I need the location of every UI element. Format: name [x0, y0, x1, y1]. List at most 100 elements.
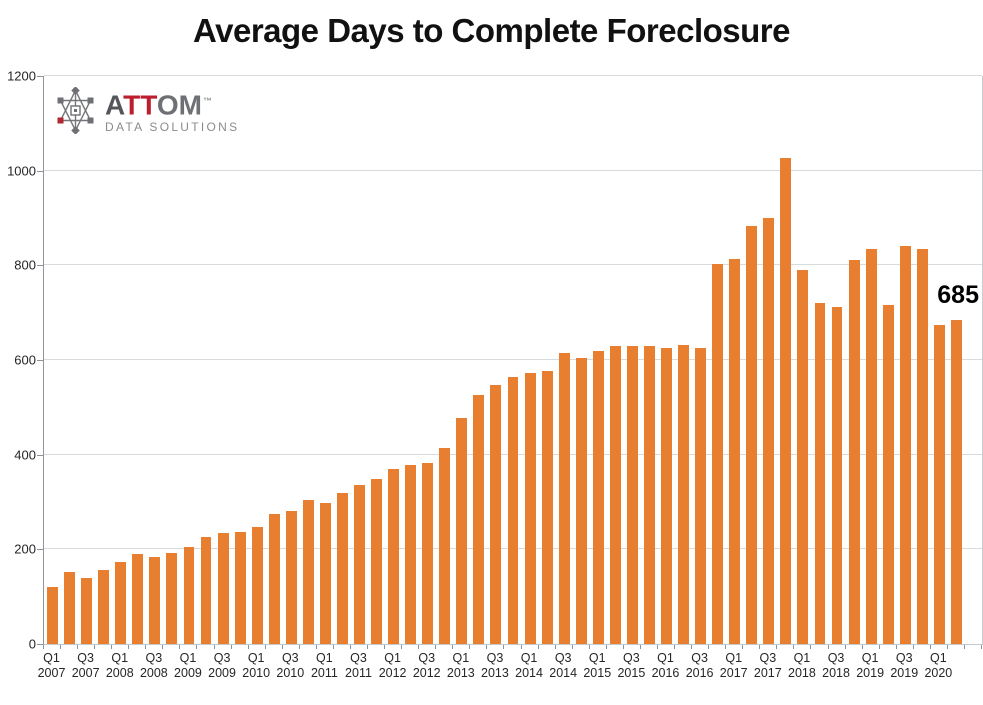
- x-axis-tick: [981, 645, 982, 649]
- x-axis-tick: [520, 645, 522, 649]
- x-axis-tick: [537, 645, 539, 649]
- x-axis-label-q1-2020: Q1 2020: [924, 651, 953, 680]
- x-axis-tick: [145, 645, 147, 649]
- attom-logo-subtitle: DATA SOLUTIONS: [105, 119, 240, 134]
- bar-q3-2016: [695, 348, 707, 644]
- x-axis-label-q3-2016: Q3 2016: [685, 651, 714, 680]
- bar-q1-2018: [797, 269, 809, 644]
- x-axis-label-q3-2011: Q3 2011: [345, 651, 372, 680]
- x-axis-tick: [588, 645, 590, 649]
- x-axis-label-q1-2017: Q1 2017: [719, 651, 748, 680]
- bar-q1-2009: [183, 546, 195, 644]
- y-axis-tick: [37, 644, 43, 645]
- x-axis-tick: [622, 645, 624, 649]
- x-axis-tick: [776, 645, 778, 649]
- x-axis-tick: [759, 645, 761, 649]
- bar-q2-2019: [882, 305, 894, 644]
- x-axis-tick: [554, 645, 556, 649]
- bar-q1-2014: [524, 373, 536, 644]
- x-axis-tick: [281, 645, 283, 649]
- x-axis-tick: [230, 645, 232, 649]
- bar-q1-2015: [592, 350, 604, 644]
- bar-q4-2014: [575, 358, 587, 644]
- x-axis-label-q3-2017: Q3 2017: [753, 651, 782, 680]
- y-axis-tick: [37, 76, 43, 77]
- plot-area: ATTOM™ DATA SOLUTIONS 685: [43, 75, 983, 645]
- x-axis-label-q1-2013: Q1 2013: [446, 651, 475, 680]
- x-axis-tick: [639, 645, 641, 649]
- x-axis-label-q1-2010: Q1 2010: [242, 651, 271, 680]
- attom-wordmark: ATTOM™: [105, 89, 212, 121]
- x-axis-tick: [315, 645, 317, 649]
- bar-q2-2017: [746, 226, 758, 644]
- y-axis-label-1000: 1000: [7, 163, 36, 179]
- x-axis-tick: [162, 645, 164, 649]
- x-axis-tick: [963, 645, 965, 649]
- x-axis-label-q3-2007: Q3 2007: [71, 651, 100, 680]
- x-axis-tick: [111, 645, 113, 649]
- x-axis-tick: [691, 645, 693, 649]
- x-axis-label-q1-2007: Q1 2007: [37, 651, 66, 680]
- x-axis-label-q3-2010: Q3 2010: [276, 651, 305, 680]
- x-axis-label-q3-2019: Q3 2019: [890, 651, 919, 680]
- x-axis-tick: [418, 645, 420, 649]
- y-axis-label-400: 400: [14, 447, 36, 463]
- bar-q1-2017: [729, 258, 741, 644]
- bar-q1-2010: [251, 526, 263, 644]
- y-axis-tick: [37, 549, 43, 551]
- x-axis-tick: [725, 645, 727, 649]
- x-axis-label-q1-2019: Q1 2019: [856, 651, 885, 680]
- bar-q1-2013: [456, 418, 468, 644]
- bar-q4-2007: [98, 569, 110, 644]
- x-axis-tick: [571, 645, 573, 649]
- y-axis-label-600: 600: [14, 352, 36, 368]
- bar-q2-2007: [64, 571, 76, 644]
- x-axis-tick: [60, 645, 62, 649]
- bar-q4-2013: [507, 377, 519, 644]
- bar-q3-2010: [285, 511, 297, 644]
- x-axis-tick: [43, 645, 44, 649]
- x-axis-label-q1-2009: Q1 2009: [174, 651, 202, 680]
- attom-atom-icon: [57, 87, 94, 134]
- bar-q4-2019: [916, 249, 928, 644]
- bar-q1-2011: [319, 502, 331, 644]
- x-axis-label-q3-2018: Q3 2018: [822, 651, 850, 680]
- bar-q3-2015: [626, 345, 638, 644]
- bar-q3-2014: [558, 352, 570, 644]
- bar-q4-2012: [439, 448, 451, 644]
- x-axis-tick: [349, 645, 351, 649]
- x-axis-tick: [861, 645, 863, 649]
- x-axis-tick: [247, 645, 249, 649]
- x-axis-tick: [401, 645, 403, 649]
- y-axis-tick: [37, 454, 43, 456]
- bar-q2-2016: [678, 345, 689, 644]
- x-axis-tick: [810, 645, 812, 649]
- y-axis-label-200: 200: [14, 541, 36, 557]
- x-axis-tick: [332, 645, 334, 649]
- bar-q3-2019: [899, 245, 911, 644]
- bar-q4-2017: [780, 157, 792, 644]
- gridline-1000: [44, 169, 982, 171]
- bar-q2-2010: [268, 513, 280, 644]
- x-axis-tick: [946, 645, 948, 649]
- x-axis-tick: [895, 645, 897, 649]
- bar-q2-2018: [814, 303, 826, 644]
- bar-q3-2018: [831, 306, 843, 644]
- x-axis-tick: [486, 645, 488, 649]
- x-axis-label-q3-2009: Q3 2009: [208, 651, 236, 680]
- bar-q3-2008: [149, 557, 161, 644]
- bar-q2-2011: [337, 493, 348, 644]
- attom-logo: ATTOM™ DATA SOLUTIONS: [55, 87, 239, 134]
- bar-q3-2017: [763, 218, 775, 644]
- bar-q1-2007: [47, 587, 58, 644]
- x-axis-label-q3-2013: Q3 2013: [481, 651, 509, 680]
- bar-q4-2008: [166, 553, 178, 644]
- y-axis-label-0: 0: [28, 636, 36, 652]
- x-axis-tick: [605, 645, 607, 649]
- x-axis-label-q1-2008: Q1 2008: [105, 651, 134, 680]
- x-axis-tick: [742, 645, 744, 649]
- y-axis-tick: [37, 170, 43, 172]
- x-axis-tick: [912, 645, 914, 649]
- x-axis-tick: [469, 645, 471, 649]
